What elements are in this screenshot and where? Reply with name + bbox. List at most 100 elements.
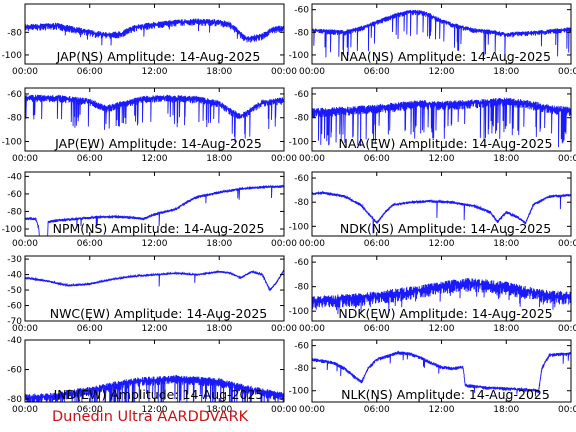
signal-trace	[25, 184, 284, 236]
signal-trace	[312, 97, 571, 148]
y-tick-label: -100	[2, 51, 23, 61]
x-tick-label: 12:00	[142, 239, 168, 249]
panel-title: NDK(EW) Amplitude: 14-Aug-2025	[338, 306, 552, 321]
y-tick-label: -60	[294, 174, 309, 184]
y-tick-label: -80	[7, 207, 22, 217]
panel-9: -60 -80 -100 00:00 06:00 12:00 18:00 00:00 NLK(N…	[289, 339, 576, 415]
y-tick-label: -100	[289, 387, 310, 397]
x-tick-label: 12:00	[429, 67, 455, 77]
y-tick-label: -50	[7, 286, 22, 296]
y-tick-label: -60	[7, 366, 22, 376]
panel-title: JAP(NS) Amplitude: 14-Aug-2025	[56, 49, 261, 64]
y-tick-label: -70	[7, 317, 22, 327]
signal-trace	[312, 9, 571, 61]
x-tick-label: 00:00	[558, 324, 576, 334]
y-tick-label: -80	[294, 114, 309, 124]
y-tick-label: -60	[7, 90, 22, 100]
panel-4: -40 -60 -80 -100 00:00 06:00 12:00 18:00 00:00 NP…	[2, 171, 297, 249]
x-tick-label: 06:00	[77, 324, 103, 334]
signal-trace	[25, 18, 284, 46]
y-tick-label: -100	[289, 222, 310, 232]
x-tick-label: 00:00	[271, 239, 297, 249]
x-tick-label: 06:00	[364, 324, 390, 334]
y-tick-label: -60	[294, 258, 309, 268]
x-tick-label: 06:00	[364, 67, 390, 77]
panel-3: -60 -80 -100 00:00 06:00 12:00 18:00 00:00 NAA(E…	[289, 87, 576, 164]
x-tick-label: 00:00	[12, 405, 38, 415]
x-tick-label: 00:00	[271, 324, 297, 334]
x-tick-label: 18:00	[493, 324, 519, 334]
y-tick-label: -60	[7, 190, 22, 200]
x-tick-label: 00:00	[271, 405, 297, 415]
x-tick-label: 12:00	[429, 239, 455, 249]
y-tick-label: -100	[289, 137, 310, 147]
x-tick-label: 18:00	[206, 405, 232, 415]
panel-title: JAP(EW) Amplitude: 14-Aug-2025	[54, 136, 262, 151]
x-tick-label: 12:00	[142, 67, 168, 77]
x-tick-label: 18:00	[206, 239, 232, 249]
x-tick-label: 18:00	[206, 154, 232, 164]
x-tick-label: 06:00	[77, 405, 103, 415]
x-tick-label: 00:00	[12, 67, 38, 77]
panel-5: -60 -80 -100 00:00 06:00 12:00 18:00 00:00 NDK(N…	[289, 171, 576, 249]
y-tick-label: -60	[294, 90, 309, 100]
panel-title: IND(EW) Amplitude: 14-Aug-2025	[54, 387, 264, 402]
x-tick-label: 00:00	[558, 67, 576, 77]
x-tick-label: 06:00	[364, 239, 390, 249]
y-tick-label: -80	[7, 28, 22, 38]
x-tick-label: 00:00	[299, 324, 325, 334]
x-tick-label: 00:00	[299, 67, 325, 77]
y-tick-label: -40	[7, 336, 22, 346]
panel-1: -60 -80 -100 00:00 06:00 12:00 18:00 00:00 NAA(N…	[289, 3, 576, 77]
x-tick-label: 18:00	[493, 405, 519, 415]
y-tick-label: -80	[7, 114, 22, 124]
x-tick-label: 12:00	[429, 324, 455, 334]
x-tick-label: 06:00	[77, 67, 103, 77]
y-tick-label: -80	[294, 28, 309, 38]
panel-title: NAA(EW) Amplitude: 14-Aug-2025	[339, 136, 553, 151]
x-tick-label: 18:00	[493, 154, 519, 164]
signal-trace	[25, 94, 284, 142]
y-tick-label: -80	[294, 198, 309, 208]
x-tick-label: 06:00	[364, 405, 390, 415]
x-tick-label: 00:00	[558, 405, 576, 415]
x-tick-label: 00:00	[271, 154, 297, 164]
y-tick-label: -80	[294, 283, 309, 293]
panel-2: -60 -80 -100 00:00 06:00 12:00 18:00 00:00 JAP(E…	[2, 87, 297, 164]
x-tick-label: 06:00	[364, 154, 390, 164]
panel-title: NLK(NS) Amplitude: 14-Aug-2025	[341, 387, 550, 402]
signal-trace	[312, 190, 571, 234]
panel-title: NWC(EW) Amplitude: 14-Aug-2025	[50, 306, 268, 321]
x-tick-label: 18:00	[206, 324, 232, 334]
panel-title: NPM(NS) Amplitude: 14-Aug-2025	[53, 221, 265, 236]
x-tick-label: 12:00	[142, 154, 168, 164]
x-tick-label: 00:00	[12, 239, 38, 249]
x-tick-label: 00:00	[558, 154, 576, 164]
signal-trace	[25, 374, 284, 402]
panel-title: NDK(NS) Amplitude: 14-Aug-2025	[340, 221, 551, 236]
x-tick-label: 00:00	[299, 154, 325, 164]
x-tick-label: 00:00	[12, 154, 38, 164]
y-tick-label: -60	[7, 302, 22, 312]
x-tick-label: 18:00	[493, 239, 519, 249]
y-tick-label: -80	[7, 395, 22, 405]
x-tick-label: 00:00	[271, 67, 297, 77]
y-tick-label: -80	[294, 364, 309, 374]
x-tick-label: 12:00	[429, 154, 455, 164]
y-tick-label: -100	[289, 307, 310, 317]
station-footer: Dunedin Ultra AARDDVARK	[52, 409, 249, 425]
y-tick-label: -40	[7, 271, 22, 281]
y-tick-label: -30	[7, 255, 22, 265]
x-tick-label: 00:00	[12, 324, 38, 334]
x-tick-label: 12:00	[429, 405, 455, 415]
x-tick-label: 12:00	[142, 324, 168, 334]
signal-trace	[312, 278, 571, 315]
y-tick-label: -40	[7, 172, 22, 182]
x-tick-label: 00:00	[299, 239, 325, 249]
x-tick-label: 06:00	[77, 239, 103, 249]
panel-7: -60 -80 -100 00:00 06:00 12:00 18:00 00:00 NDK(E…	[289, 255, 576, 334]
x-tick-label: 06:00	[77, 154, 103, 164]
